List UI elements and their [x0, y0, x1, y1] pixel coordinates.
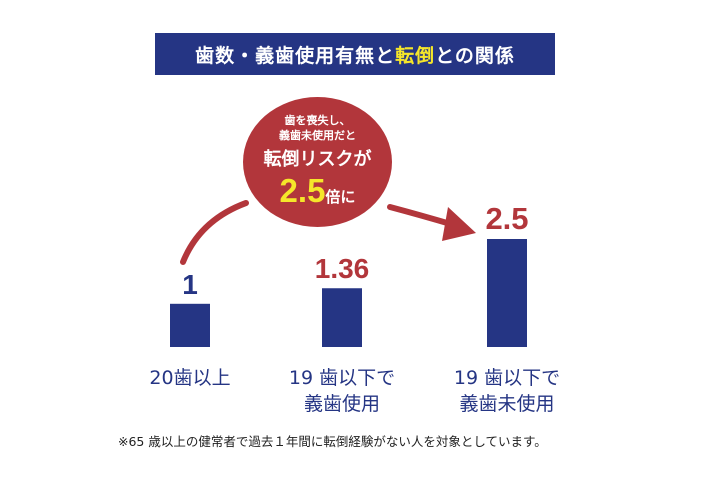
footnote: ※65 歳以上の健常者で過去１年間に転倒経験がない人を対象としています。 [118, 434, 547, 449]
callout-caption: 歯を喪失し、 義歯未使用だと [243, 113, 392, 143]
category-label-1-line-1: 20歯以上 [149, 367, 230, 389]
bar-3 [487, 239, 527, 347]
risk-callout-bubble: 歯を喪失し、 義歯未使用だと 転倒リスクが 2.5倍に [243, 97, 392, 227]
bar-2 [322, 288, 362, 347]
arrow-left-curve [180, 200, 249, 265]
arrow-right-curve [387, 204, 457, 228]
chart-title: 歯数・義歯使用有無と 転倒 との関係 [155, 33, 555, 75]
category-label-3-line-1: 19 歯以下で [454, 367, 560, 389]
callout-line2: 義歯未使用だと [279, 129, 356, 142]
value-label-2: 1.36 [315, 253, 370, 284]
callout-multiplier: 2.5倍に [243, 172, 392, 210]
callout-line3: 転倒リスクが [263, 149, 372, 170]
callout-value: 2.5 [279, 172, 326, 209]
callout-suffix: 倍に [325, 188, 356, 206]
category-label-2-line-2: 義歯使用 [304, 393, 380, 415]
title-text-after: との関係 [435, 44, 515, 67]
bar-1 [170, 303, 210, 347]
value-label-1: 1 [182, 269, 198, 300]
callout-line1: 歯を喪失し、 [284, 114, 351, 127]
title-text-before: 歯数・義歯使用有無と [195, 44, 396, 67]
value-label-3: 2.5 [485, 201, 528, 236]
category-label-3-line-2: 義歯未使用 [459, 393, 554, 415]
title-highlight: 転倒 [395, 44, 436, 67]
arrow-right-head [442, 207, 476, 241]
category-label-2-line-1: 19 歯以下で [289, 367, 395, 389]
